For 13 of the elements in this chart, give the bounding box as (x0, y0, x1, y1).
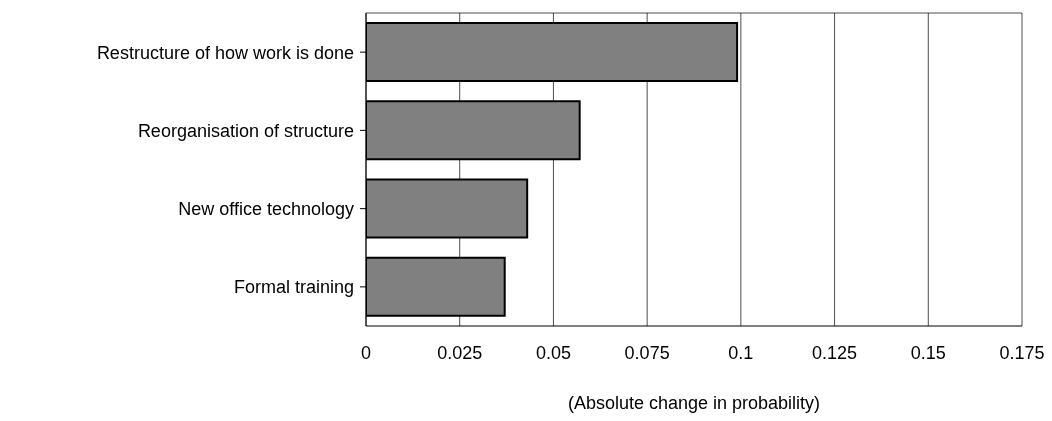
x-tick-label: 0.05 (535, 342, 571, 363)
y-tick-label: Formal training (233, 277, 354, 298)
y-tick-label: Restructure of how work is done (96, 42, 354, 63)
y-tick-label: Reorganisation of structure (137, 120, 354, 141)
x-tick-label: 0 (360, 342, 372, 363)
x-tick-label: 0.1 (728, 342, 754, 363)
x-axis-title: (Absolute change in probability) (567, 393, 821, 413)
x-tick-label: 0.15 (910, 342, 946, 363)
x-tick-label: 0.075 (624, 342, 670, 363)
y-tick-label: New office technology (178, 199, 354, 220)
x-tick-label: 0.175 (999, 342, 1045, 363)
x-tick-label: 0.125 (812, 342, 858, 363)
x-tick-label: 0.025 (437, 342, 483, 363)
